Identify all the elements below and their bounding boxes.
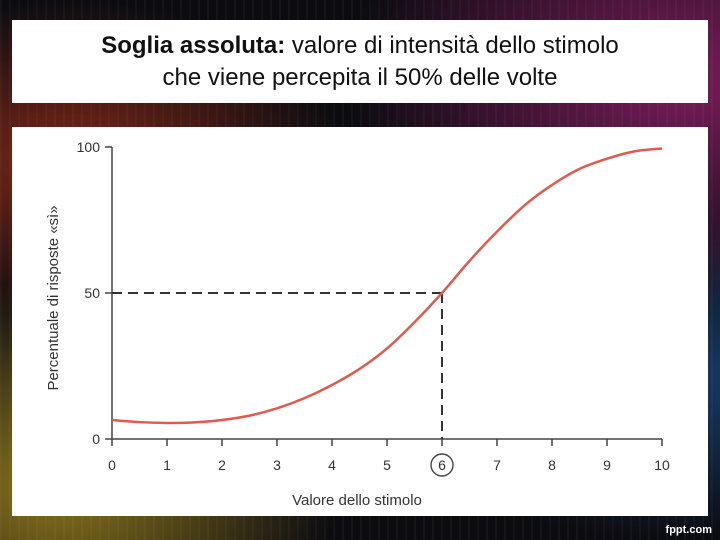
x-tick-label-8: 8 <box>548 457 556 473</box>
title-line-1: Soglia assoluta: valore di intensità del… <box>101 30 619 62</box>
slide-title: Soglia assoluta: valore di intensità del… <box>12 20 708 103</box>
x-tick-label-7: 7 <box>493 457 501 473</box>
psychometric-chart: 0 50 100 0 1 2 3 4 5 6 7 8 9 10 Valore dello stimolo Pe… <box>45 139 670 509</box>
x-axis-label: Valore dello stimolo <box>292 492 422 509</box>
highlight-circle <box>430 453 454 477</box>
y-tick-label-0: 0 <box>92 431 100 447</box>
y-tick-label-100: 100 <box>77 139 101 155</box>
chart-panel: 0 50 100 0 1 2 3 4 5 6 7 8 9 10 Valore dello stimolo Pe… <box>12 127 708 516</box>
title-bold: Soglia assoluta: <box>101 31 286 59</box>
x-tick-label-5: 5 <box>383 457 391 473</box>
title-rest: valore di intensità dello stimolo <box>285 31 619 59</box>
x-tick-label-1: 1 <box>163 457 171 473</box>
y-tick-label-50: 50 <box>84 285 100 301</box>
x-tick-label-10: 10 <box>654 457 670 473</box>
x-tick-label-9: 9 <box>603 457 611 473</box>
x-tick-label-2: 2 <box>218 457 226 473</box>
psychometric-curve <box>111 147 663 425</box>
x-tick-label-6: 6 <box>438 457 446 473</box>
watermark: fppt.com <box>665 524 712 536</box>
y-axis-label: Percentuale di risposte «sì» <box>45 205 62 390</box>
x-tick-label-0: 0 <box>108 457 116 473</box>
x-tick-label-4: 4 <box>328 457 336 473</box>
x-tick-label-3: 3 <box>273 457 281 473</box>
title-line-2: che viene percepita il 50% delle volte <box>162 63 558 91</box>
